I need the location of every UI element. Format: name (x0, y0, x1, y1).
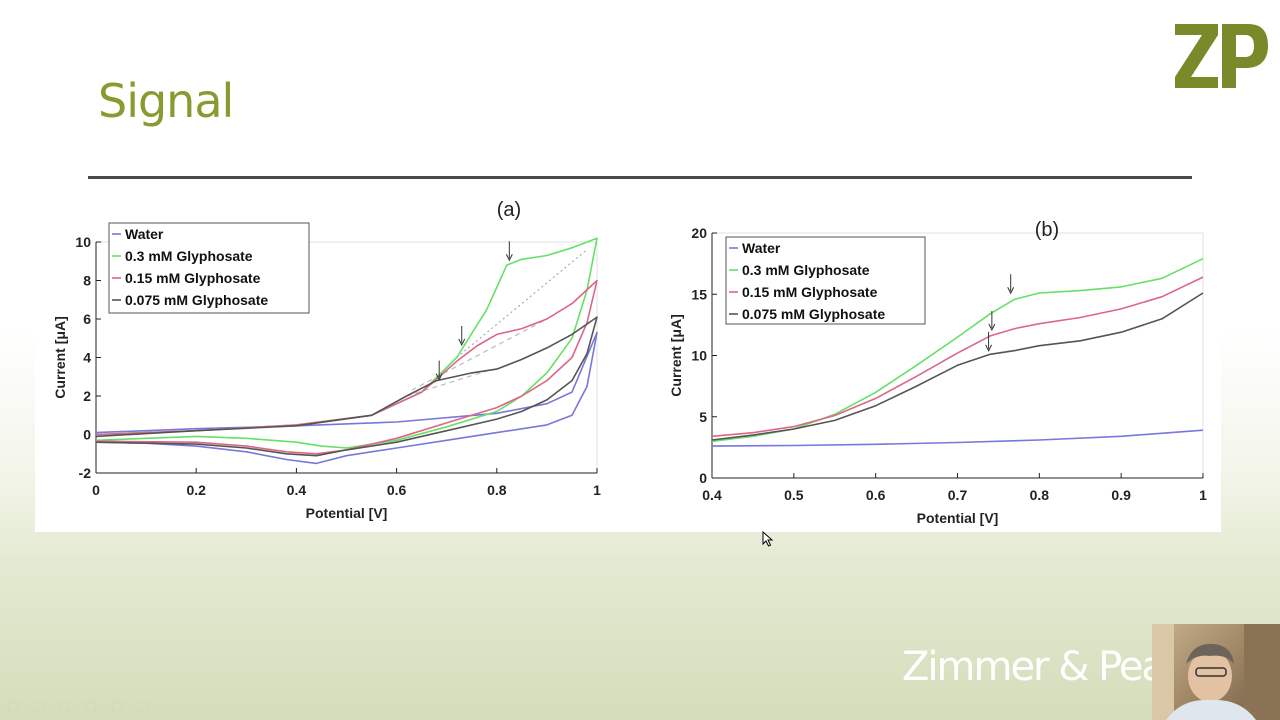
panel-b-legend-entry: 0.3 mM Glyphosate (742, 262, 870, 278)
panel-b-legend-entry: 0.15 mM Glyphosate (742, 284, 878, 300)
panel-a-y-tick-label: 4 (83, 350, 91, 366)
slideshow-controls[interactable] (6, 700, 176, 714)
panel-b-peak-arrowhead (1007, 287, 1015, 295)
panel-a-series-line-3 (95, 279, 598, 455)
figure-panel: 0 0.2 0.4 0.6 0.8 1 -2 0 2 4 6 8 10 Potential [V] Curr… (35, 190, 1221, 532)
panel-a-y-tick-label: 8 (83, 273, 91, 289)
panel-a-y-tick-label: -2 (79, 465, 92, 481)
panel-a-legend-box (108, 222, 310, 314)
panel-a-peak-arrowhead (435, 373, 443, 381)
panel-b-y-tick-label: 10 (691, 348, 707, 364)
panel-b-legend-entry: 0.075 mM Glyphosate (742, 306, 885, 322)
panel-a-y-tick-label: 0 (83, 427, 91, 443)
mouse-cursor-icon (762, 531, 774, 547)
panel-b-peak-arrowhead (988, 323, 996, 332)
panel-b-x-tick-label: 0.8 (1030, 487, 1050, 503)
panel-a-y-axis-label: Current [μA] (52, 316, 68, 398)
panel-b-series-line-4 (711, 292, 1204, 441)
panel-a-baseline (411, 318, 548, 391)
panel-a-y-tick-label: 2 (83, 388, 91, 404)
panel-a-legend-entry: 0.15 mM Glyphosate (125, 270, 261, 286)
panel-b-x-tick-label: 1 (1199, 487, 1207, 503)
panel-b-y-tick-label: 20 (691, 225, 707, 241)
panel-b-peak-arrowhead (985, 344, 993, 352)
panel-b-x-tick-label: 0.6 (866, 487, 886, 503)
panel-a-legend-entry: 0.075 mM Glyphosate (125, 292, 268, 308)
panel-b-x-tick-label: 0.4 (702, 487, 722, 503)
panel-b-y-tick-label: 15 (691, 286, 707, 302)
panel-b-series-line-1 (711, 429, 1204, 447)
panel-a-x-axis-label: Potential [V] (306, 505, 388, 521)
panel-b-x-tick-label: 0.9 (1111, 487, 1131, 503)
panel-b-y-tick-label: 0 (699, 470, 707, 486)
panel-a-peak-arrowhead (505, 254, 513, 262)
panel-a-series-line-1 (95, 331, 598, 465)
panel-a-x-tick-label: 1 (593, 482, 601, 498)
presenter-webcam (1152, 624, 1280, 720)
panel-b-series-line-2 (711, 257, 1204, 443)
panel-b-x-tick-label: 0.5 (784, 487, 804, 503)
panel-a-x-tick-label: 0.6 (387, 482, 407, 498)
zp-logo (1175, 24, 1268, 88)
panel-b-title: (b) (1035, 219, 1059, 241)
slide-title: Signal (98, 74, 234, 128)
panel-b-x-tick-label: 0.7 (948, 487, 968, 503)
panel-b-legend-box (725, 236, 926, 325)
panel-a-y-tick-label: 6 (83, 311, 91, 327)
panel-a-baseline (406, 370, 487, 397)
panel-b-y-tick-label: 5 (699, 409, 707, 425)
panel-a-y-tick-label: 10 (75, 234, 91, 250)
panel-a-x-tick-label: 0 (92, 482, 100, 498)
panel-b-x-axis-label: Potential [V] (917, 510, 999, 526)
panel-a-x-tick-label: 0.2 (186, 482, 206, 498)
panel-a-legend-entry: 0.3 mM Glyphosate (125, 248, 253, 264)
panel-a-x-tick-label: 0.8 (487, 482, 507, 498)
title-divider (88, 176, 1192, 179)
panel-b-legend-entry: Water (742, 240, 781, 256)
panel-a-baseline (456, 249, 588, 358)
panel-a-legend-entry: Water (125, 226, 164, 242)
panel-a-title: (a) (497, 199, 521, 221)
panel-b-series-line-3 (711, 276, 1204, 438)
panel-b-y-axis-label: Current [μA] (668, 314, 684, 396)
panel-a-x-tick-label: 0.4 (287, 482, 307, 498)
panel-a-peak-arrowhead (458, 338, 466, 347)
panel-a-series-line-4 (95, 316, 598, 457)
